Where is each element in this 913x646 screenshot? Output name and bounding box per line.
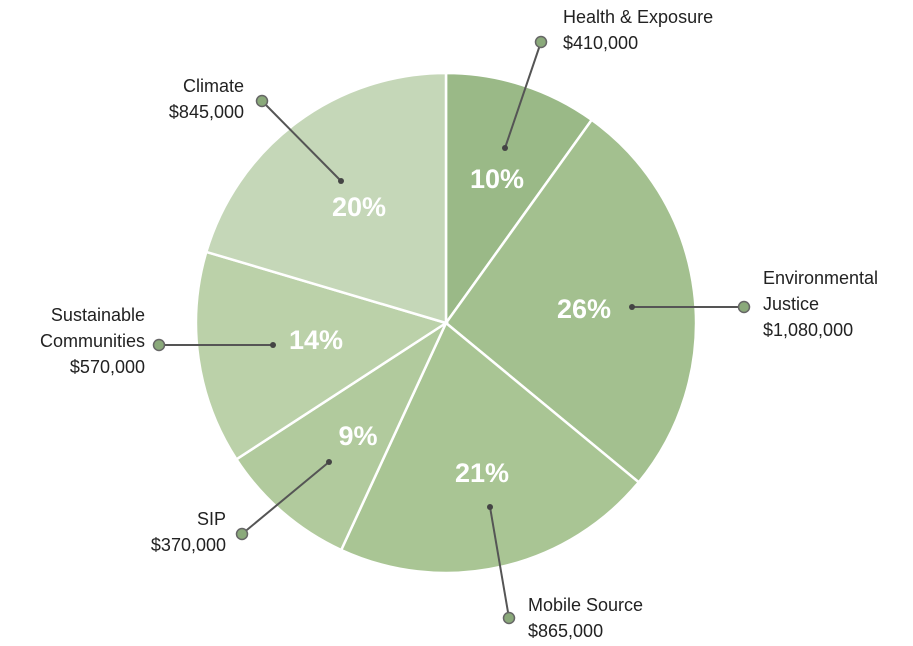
category-label-line: Justice <box>763 294 819 314</box>
percent-label: 14% <box>289 325 343 355</box>
leader-line <box>261 100 342 182</box>
leader-ring <box>152 338 166 352</box>
leader-line <box>489 506 510 619</box>
leader-ring <box>737 300 751 314</box>
category-label: Mobile Source <box>528 595 643 615</box>
pie-slice <box>204 71 448 325</box>
pie-slice <box>444 71 594 327</box>
leader-dot <box>326 459 332 465</box>
percent-label: 26% <box>557 294 611 324</box>
leader-line <box>504 41 542 149</box>
category-label: Sustainable Communities <box>40 305 145 351</box>
category-label: Health & Exposure <box>563 7 713 27</box>
amount-label: $570,000 <box>70 357 145 377</box>
amount-label: $865,000 <box>528 621 603 641</box>
category-label: Climate <box>183 76 244 96</box>
category-label: SIP <box>197 509 226 529</box>
leader-ring <box>235 527 249 541</box>
leader-dot <box>487 504 493 510</box>
pie-slice <box>194 250 449 462</box>
leader-dot <box>338 178 344 184</box>
amount-label: $1,080,000 <box>763 320 853 340</box>
amount-label: $845,000 <box>169 102 244 122</box>
leader-line <box>241 461 330 535</box>
leader-ring <box>255 94 269 108</box>
pie-slice <box>234 319 449 552</box>
leader-ring <box>534 35 548 49</box>
category-label: Environmental Justice <box>763 268 878 314</box>
category-label-line: Sustainable <box>51 305 145 325</box>
category-label-line: Communities <box>40 331 145 351</box>
percent-label: 10% <box>470 164 524 194</box>
leader-dot <box>270 342 276 348</box>
pie-slice <box>444 118 698 484</box>
leader-dot <box>502 145 508 151</box>
percent-label: 20% <box>332 192 386 222</box>
percent-label: 9% <box>338 421 377 451</box>
leader-dot <box>629 304 635 310</box>
leader-ring <box>502 611 516 625</box>
category-label-line: Environmental <box>763 268 878 288</box>
percent-label: 21% <box>455 458 509 488</box>
amount-label: $410,000 <box>563 33 638 53</box>
amount-label: $370,000 <box>151 535 226 555</box>
pie-slice <box>339 321 641 575</box>
